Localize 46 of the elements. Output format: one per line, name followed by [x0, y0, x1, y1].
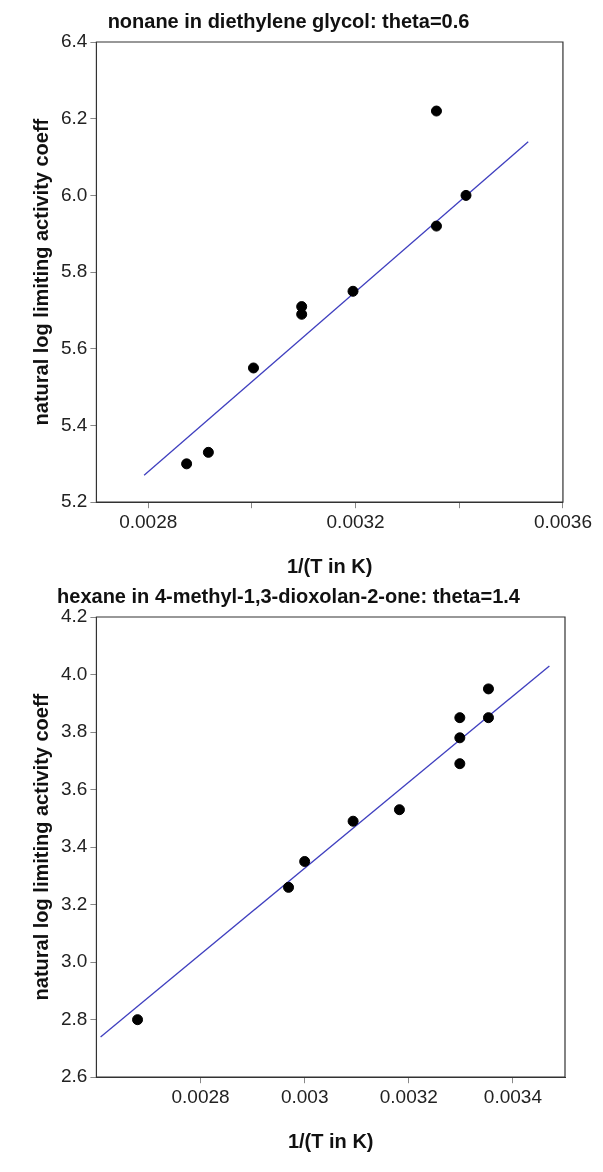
point [454, 712, 466, 724]
x-axis-title: 1/(T in K) [286, 554, 373, 577]
y-tick-label: 6.4 [60, 30, 88, 52]
y-tick-label: 5.2 [60, 490, 88, 512]
point [460, 189, 472, 201]
point [482, 683, 494, 695]
x-tick-label: 0.0032 [326, 510, 385, 532]
y-tick-label: 3.0 [60, 950, 88, 972]
y-tick-label: 5.6 [60, 337, 88, 359]
y-tick-label: 2.8 [60, 1007, 88, 1029]
point [132, 1014, 144, 1026]
y-tick-label: 4.0 [60, 662, 88, 684]
y-tick-label: 3.4 [60, 835, 88, 857]
y-tick-label: 3.8 [60, 720, 88, 742]
chart-title: nonane in diethylene glycol: theta=0.6 [107, 9, 470, 32]
point [299, 855, 311, 867]
y-axis-title: natural log limiting activity coeff [29, 693, 52, 1001]
y-tick-label: 5.8 [60, 260, 88, 282]
chart-title: hexane in 4-methyl-1,3-dioxolan-2-one: theta=1.4 [57, 584, 521, 607]
y-tick-label: 5.4 [60, 413, 88, 435]
point [454, 732, 466, 744]
point [430, 105, 442, 117]
point [454, 758, 466, 770]
y-axis-title: natural log limiting activity coeff [29, 118, 52, 426]
point [482, 712, 494, 724]
point [247, 362, 259, 374]
y-tick-label: 3.6 [60, 777, 88, 799]
point [430, 220, 442, 232]
x-tick-label: 0.0028 [171, 1085, 230, 1107]
y-tick-label: 6.0 [60, 183, 88, 205]
point [393, 804, 405, 816]
point [347, 815, 359, 827]
x-tick-label: 0.0028 [119, 510, 178, 532]
point [181, 458, 193, 470]
point [202, 446, 214, 458]
y-tick-label: 6.2 [60, 106, 88, 128]
x-tick-label: 0.0036 [533, 510, 593, 532]
y-tick-label: 2.6 [60, 1065, 88, 1087]
x-tick-label: 0.0034 [483, 1085, 543, 1107]
y-tick-label: 4.2 [60, 605, 88, 627]
y-tick-label: 3.2 [60, 892, 88, 914]
point [347, 285, 359, 297]
point [283, 881, 295, 893]
x-tick-label: 0.003 [280, 1085, 329, 1107]
x-axis-title: 1/(T in K) [287, 1129, 374, 1152]
x-tick-label: 0.0032 [379, 1085, 438, 1107]
